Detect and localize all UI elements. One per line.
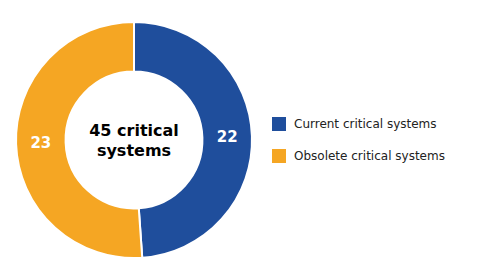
center-text: 45 critical — [89, 121, 179, 140]
legend-entry: Current critical systems — [294, 117, 437, 131]
chart: 22 23 45 criticalsystems Current critical s… — [0, 0, 482, 280]
legend-swatch — [272, 117, 286, 131]
data-label: 22 — [217, 128, 238, 146]
chart-container: 22 23 45 criticalsystems Current critical s… — [0, 0, 482, 280]
legend-entry: Obsolete critical systems — [294, 149, 445, 163]
center-text: systems — [97, 141, 171, 160]
legend: Current critical systems Obsolete critica… — [272, 117, 445, 163]
legend-swatch — [272, 149, 286, 163]
data-label: 23 — [30, 134, 51, 152]
slices — [16, 22, 252, 258]
